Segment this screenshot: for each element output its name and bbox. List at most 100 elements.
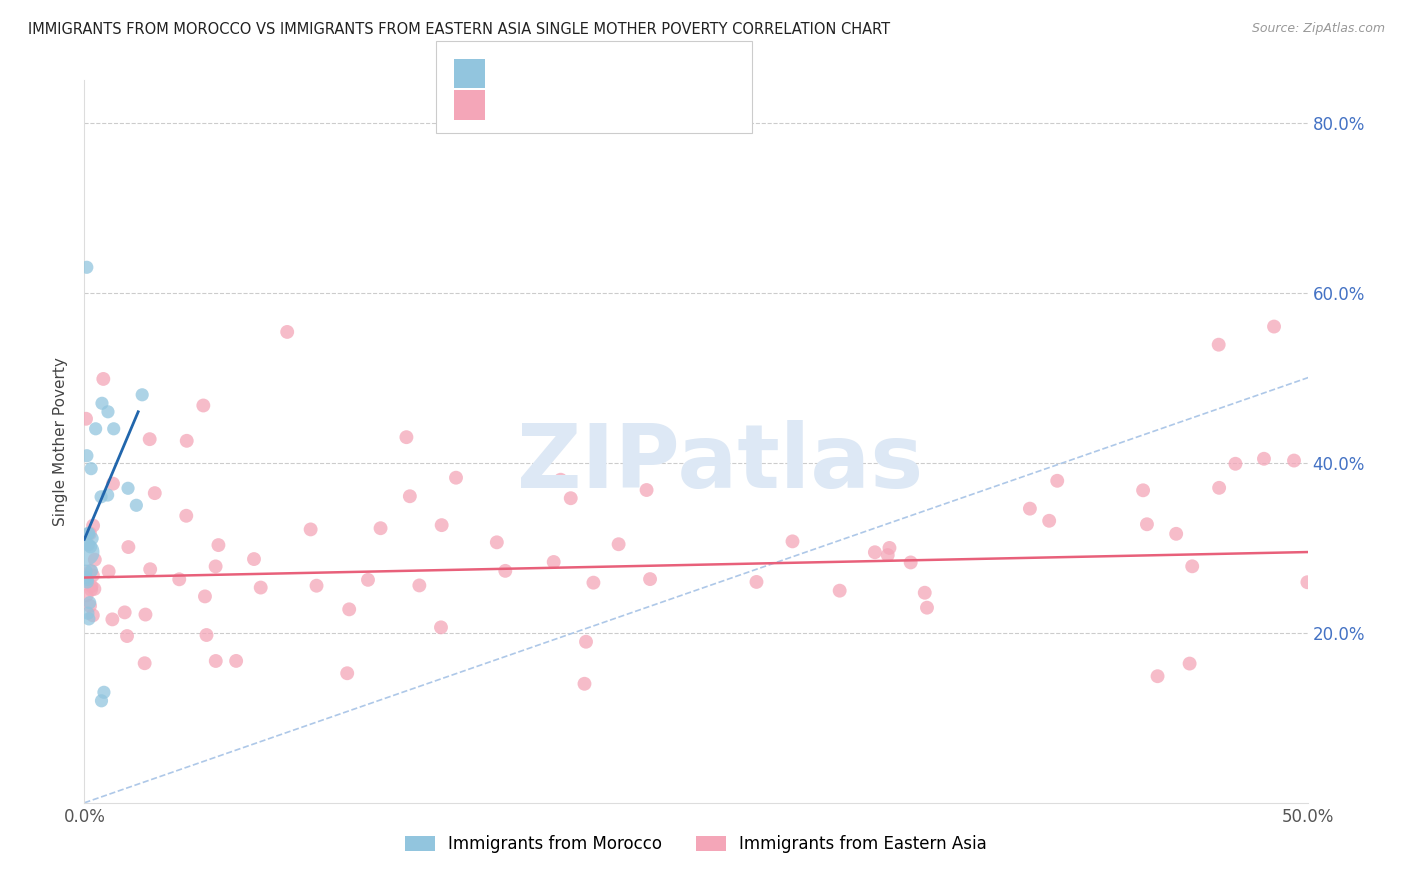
Point bbox=[276, 325, 298, 339]
Point bbox=[1263, 319, 1285, 334]
Point bbox=[101, 476, 124, 491]
Point bbox=[299, 523, 322, 537]
Point bbox=[249, 581, 271, 595]
Point bbox=[134, 607, 156, 622]
Point bbox=[863, 545, 886, 559]
Text: 0.250: 0.250 bbox=[547, 70, 603, 88]
Point bbox=[93, 685, 115, 699]
Point bbox=[444, 471, 467, 485]
Point bbox=[90, 490, 112, 504]
Point bbox=[77, 606, 100, 620]
Point bbox=[91, 396, 114, 410]
Text: Source: ZipAtlas.com: Source: ZipAtlas.com bbox=[1251, 22, 1385, 36]
Point bbox=[543, 555, 565, 569]
Point bbox=[1282, 453, 1305, 467]
Point bbox=[90, 694, 112, 708]
Point bbox=[84, 422, 107, 436]
Point bbox=[1038, 514, 1060, 528]
Point bbox=[745, 574, 768, 589]
Point bbox=[828, 583, 851, 598]
Point bbox=[408, 578, 430, 592]
Point bbox=[97, 488, 120, 502]
Point bbox=[370, 521, 392, 535]
Point bbox=[79, 540, 101, 554]
Point bbox=[79, 596, 101, 610]
Point bbox=[91, 372, 114, 386]
Text: 0.144: 0.144 bbox=[547, 103, 603, 121]
Text: IMMIGRANTS FROM MOROCCO VS IMMIGRANTS FROM EASTERN ASIA SINGLE MOTHER POVERTY CO: IMMIGRANTS FROM MOROCCO VS IMMIGRANTS FR… bbox=[28, 22, 890, 37]
Point bbox=[398, 489, 420, 503]
Point bbox=[204, 654, 226, 668]
Point bbox=[82, 518, 104, 533]
Y-axis label: Single Mother Poverty: Single Mother Poverty bbox=[53, 357, 69, 526]
Point bbox=[80, 579, 103, 593]
Point bbox=[915, 600, 938, 615]
Point bbox=[243, 552, 266, 566]
Point bbox=[79, 526, 101, 541]
Point bbox=[80, 564, 103, 578]
Point bbox=[1019, 501, 1042, 516]
Point bbox=[876, 548, 898, 562]
Point bbox=[125, 498, 148, 512]
Point bbox=[900, 556, 922, 570]
Text: 28: 28 bbox=[672, 70, 697, 88]
Point bbox=[103, 422, 125, 436]
Point bbox=[1296, 575, 1319, 590]
Point bbox=[1146, 669, 1168, 683]
Point bbox=[76, 574, 98, 589]
Text: ZIPatlas: ZIPatlas bbox=[517, 420, 924, 507]
Text: R =: R = bbox=[502, 103, 541, 121]
Text: N =: N = bbox=[614, 103, 666, 121]
Point bbox=[575, 634, 598, 648]
Point bbox=[195, 628, 218, 642]
Point bbox=[1166, 526, 1188, 541]
Point bbox=[494, 564, 516, 578]
Point bbox=[138, 432, 160, 446]
Point bbox=[914, 585, 936, 599]
Point bbox=[193, 399, 215, 413]
Point bbox=[76, 260, 98, 275]
Point bbox=[607, 537, 630, 551]
Point bbox=[1046, 474, 1069, 488]
Point bbox=[204, 559, 226, 574]
Text: R =: R = bbox=[502, 70, 541, 88]
Point bbox=[582, 575, 605, 590]
Point bbox=[80, 582, 103, 597]
Point bbox=[75, 411, 97, 425]
Point bbox=[143, 486, 166, 500]
Point bbox=[1132, 483, 1154, 498]
Point bbox=[115, 629, 138, 643]
Point bbox=[79, 599, 101, 613]
Point bbox=[430, 518, 453, 533]
Legend: Immigrants from Morocco, Immigrants from Eastern Asia: Immigrants from Morocco, Immigrants from… bbox=[398, 828, 994, 860]
Point bbox=[1181, 559, 1204, 574]
Point bbox=[1253, 451, 1275, 466]
Point bbox=[1208, 481, 1230, 495]
Point bbox=[782, 534, 804, 549]
Point bbox=[305, 579, 328, 593]
Point bbox=[131, 388, 153, 402]
Point bbox=[357, 573, 380, 587]
Point bbox=[879, 541, 901, 555]
Point bbox=[194, 590, 217, 604]
Point bbox=[336, 666, 359, 681]
Point bbox=[139, 562, 162, 576]
Point bbox=[636, 483, 658, 497]
Point bbox=[83, 582, 105, 596]
Point bbox=[176, 434, 198, 448]
Point bbox=[430, 620, 453, 634]
Point bbox=[82, 532, 104, 546]
Point bbox=[75, 545, 97, 559]
Point bbox=[167, 572, 190, 586]
Point bbox=[550, 473, 572, 487]
Point bbox=[560, 491, 582, 506]
Point bbox=[75, 570, 97, 584]
Point bbox=[83, 552, 105, 566]
Point bbox=[77, 526, 100, 541]
Point bbox=[76, 449, 98, 463]
Point bbox=[97, 405, 120, 419]
Point bbox=[79, 564, 101, 578]
Point bbox=[82, 608, 104, 623]
Point bbox=[225, 654, 247, 668]
Point bbox=[174, 508, 197, 523]
